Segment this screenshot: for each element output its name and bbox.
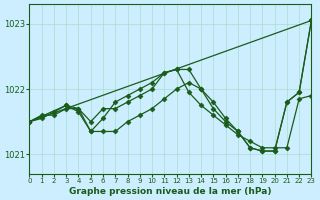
X-axis label: Graphe pression niveau de la mer (hPa): Graphe pression niveau de la mer (hPa)	[69, 187, 272, 196]
